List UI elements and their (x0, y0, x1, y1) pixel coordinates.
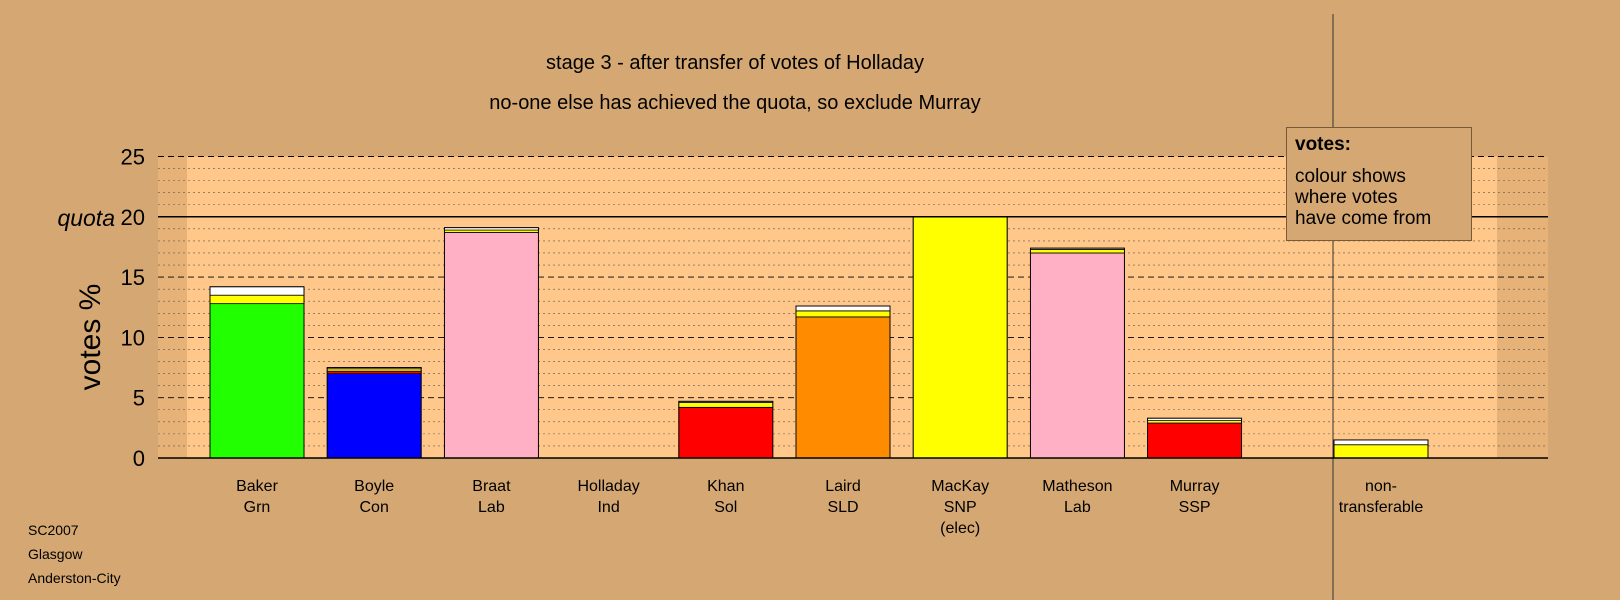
x-tick-label: Braat Lab (431, 476, 551, 518)
footer-council: Glasgow (28, 546, 83, 562)
bar-segment (912, 216, 1008, 459)
y-tick-label: 5 (133, 386, 145, 411)
x-tick-label: Khan Sol (666, 476, 786, 518)
x-tick-label-line: Boyle (354, 478, 395, 495)
legend-line: where votes (1295, 187, 1398, 208)
x-tick-label-line: Sol (714, 499, 738, 516)
bar-segment (678, 406, 774, 459)
x-tick-label: MacKay SNP (elec) (900, 476, 1020, 539)
x-tick-label-line: Grn (243, 499, 271, 516)
x-tick-label-line: Holladay (577, 478, 640, 495)
x-tick-label-line: Braat (472, 478, 511, 495)
bar-segment (678, 402, 774, 408)
x-tick-label-line: Ind (597, 499, 620, 516)
x-tick-label-line: Con (359, 499, 389, 516)
legend-line: have come from (1295, 208, 1432, 229)
legend-line: colour shows (1295, 166, 1406, 187)
x-tick-label-line: SNP (943, 499, 977, 516)
bar-segment (209, 286, 305, 296)
bar-segment (443, 232, 539, 459)
x-tick-label-line: Matheson (1042, 478, 1113, 495)
x-tick-label-line: transferable (1338, 499, 1424, 516)
y-tick-label: 20 (121, 205, 145, 230)
x-tick-label-line: SSP (1178, 499, 1211, 516)
x-tick-label-line: Khan (707, 478, 745, 495)
bar-segment (795, 305, 891, 312)
y-tick-label: 0 (133, 446, 145, 471)
x-tick-label-line: (elec) (940, 520, 981, 537)
x-tick-label-line: Murray (1169, 478, 1220, 495)
bar-segment (1030, 252, 1125, 459)
x-tick-label: non-transferable (1321, 476, 1441, 518)
bar-segment (209, 303, 305, 459)
bar-segment (795, 316, 891, 459)
x-tick-label: Boyle Con (314, 476, 434, 518)
bar-segment (326, 373, 422, 459)
x-tick-label-line: non- (1364, 478, 1398, 495)
bar-segment (795, 310, 891, 318)
bar-segment (1147, 422, 1242, 459)
x-tick-label: Matheson Lab (1017, 476, 1137, 518)
x-tick-label-line: Laird (825, 478, 861, 495)
y-tick-label: 10 (121, 325, 145, 350)
y-tick-label: 25 (121, 145, 145, 170)
chart-subtitle: no-one else has achieved the quota, so e… (489, 92, 981, 114)
bar-segment (1333, 444, 1429, 459)
y-axis-label: votes % (74, 284, 107, 391)
y-tick-label: 15 (121, 265, 145, 290)
x-tick-label: Baker Grn (197, 476, 317, 518)
bars (209, 216, 1429, 459)
x-tick-label-line: Lab (478, 499, 505, 516)
x-tick-label: Holladay Ind (549, 476, 669, 518)
x-tick-label: Laird SLD (783, 476, 903, 518)
bar-segment (1030, 248, 1125, 254)
footer-election: SC2007 (28, 522, 79, 538)
legend-title: votes: (1295, 134, 1351, 155)
x-tick-label-line: Lab (1064, 499, 1091, 516)
chart-title: stage 3 - after transfer of votes of Hol… (546, 52, 924, 74)
bar-segment (1333, 439, 1429, 446)
x-tick-label: Murray SSP (1135, 476, 1255, 518)
x-tick-label-line: SLD (827, 499, 859, 516)
x-tick-label-line: Baker (236, 478, 278, 495)
footer-ward: Anderston-City (28, 570, 121, 586)
legend-box: votes: colour shows where votes have com… (1286, 127, 1472, 241)
quota-label: quota (57, 205, 115, 231)
x-tick-label-line: MacKay (931, 478, 990, 495)
bar-segment (209, 294, 305, 305)
